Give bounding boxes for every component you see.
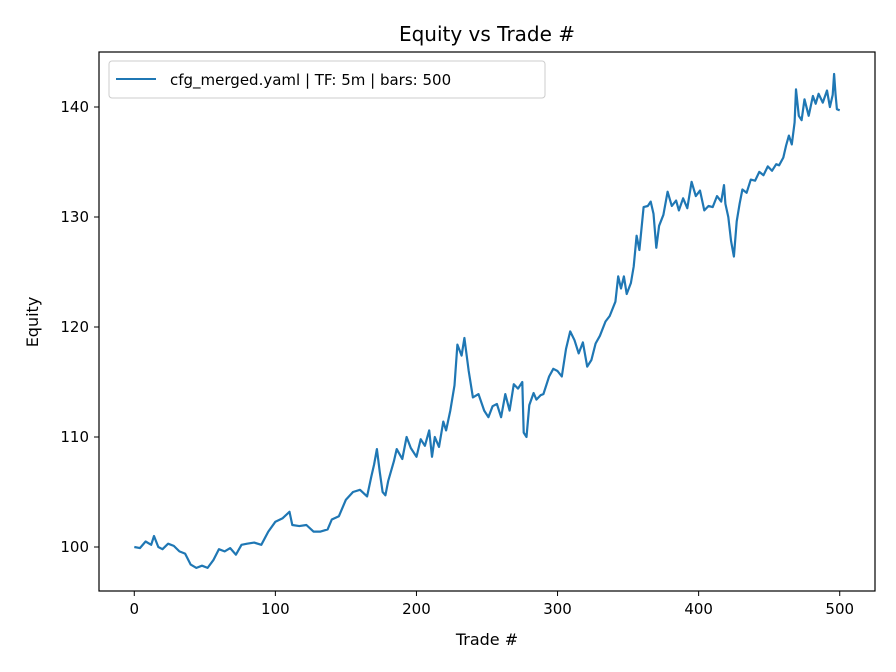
x-tick-label: 100 xyxy=(261,600,290,618)
legend: cfg_merged.yaml | TF: 5m | bars: 500 xyxy=(108,60,546,99)
legend-label: cfg_merged.yaml | TF: 5m | bars: 500 xyxy=(170,71,451,90)
plot-area xyxy=(134,72,841,569)
y-tick-label: 110 xyxy=(60,428,89,446)
y-tick-label: 130 xyxy=(60,208,89,226)
y-axis: 100 110 120 130 140 xyxy=(60,98,99,556)
x-tick-label: 400 xyxy=(684,600,713,618)
x-tick-label: 0 xyxy=(129,600,139,618)
y-tick-label: 120 xyxy=(60,318,89,336)
y-tick-label: 100 xyxy=(60,538,89,556)
legend-box xyxy=(108,60,546,99)
x-axis-label: Trade # xyxy=(455,630,518,649)
x-tick-label: 300 xyxy=(543,600,572,618)
y-axis-label: Equity xyxy=(23,297,42,348)
x-tick-label: 500 xyxy=(825,600,854,618)
x-axis: 0 100 200 300 400 500 xyxy=(129,591,854,618)
chart-title: Equity vs Trade # xyxy=(399,22,575,46)
y-tick-label: 140 xyxy=(60,98,89,116)
plot-frame xyxy=(98,51,876,592)
equity-series-line xyxy=(134,72,841,569)
x-tick-label: 200 xyxy=(402,600,431,618)
